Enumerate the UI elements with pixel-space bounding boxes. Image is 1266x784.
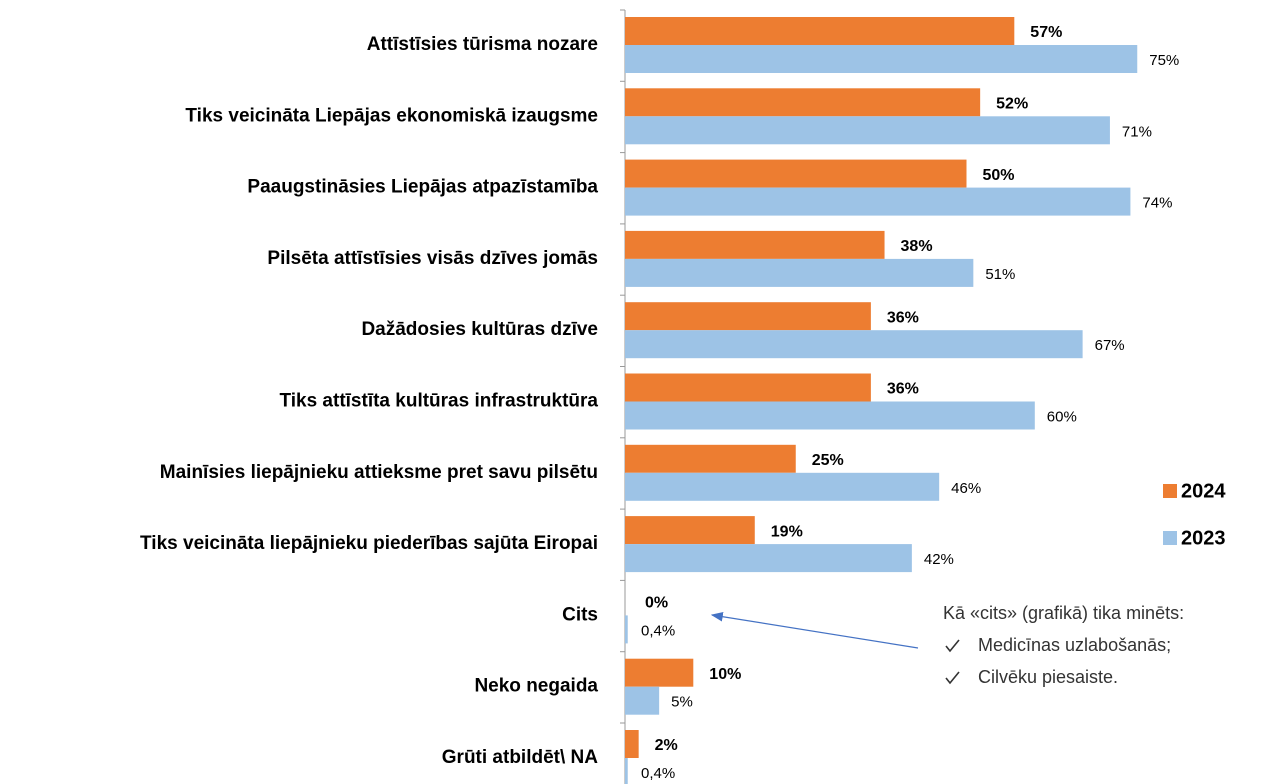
bar [625,686,660,715]
data-label: 5% [671,694,693,711]
data-label: 25% [812,452,844,469]
data-label: 75% [1149,52,1179,69]
data-label: 74% [1142,195,1172,212]
data-label: 0,4% [641,765,675,782]
data-label: 10% [709,666,741,683]
category-label: Dažādosies kultūras dzīve [361,319,598,340]
annotation-title: Kā «cits» (grafikā) tika minēts: [943,603,1184,623]
data-label: 51% [985,266,1015,283]
category-label: Tiks veicināta liepājnieku piederības sa… [140,533,598,554]
data-label: 38% [901,238,933,255]
data-label: 19% [771,523,803,540]
bar [625,230,885,259]
bar [625,45,1138,73]
data-label: 57% [1030,24,1062,41]
category-label: Tiks attīstīta kultūras infrastruktūra [279,391,598,412]
bar [625,758,628,784]
category-label: Neko negaida [474,676,598,697]
data-label: 46% [951,480,981,497]
bar [625,159,967,188]
annotation-item: Cilvēku piesaiste. [978,667,1118,687]
bar [625,330,1083,359]
bar [625,116,1110,145]
bar [625,444,796,473]
legend-swatch [1163,531,1177,545]
data-label: 60% [1047,408,1077,425]
legend-label: 2024 [1181,480,1226,502]
data-label: 50% [983,167,1015,184]
data-label: 0% [645,595,668,612]
bar [625,615,628,644]
check-icon [945,671,960,685]
bar [625,17,1015,45]
check-icon [945,639,960,653]
legend-swatch [1163,484,1177,498]
bar [625,373,871,402]
data-label: 52% [996,96,1028,113]
bar [625,472,940,501]
bar [625,302,871,331]
bar [625,187,1131,216]
category-label: Cits [562,604,598,625]
category-label: Paaugstināsies Liepājas atpazīstamība [247,177,598,198]
annotation-item: Medicīnas uzlabošanās; [978,635,1171,655]
data-label: 67% [1095,337,1125,354]
category-label: Mainīsies liepājnieku attieksme pret sav… [160,462,598,483]
bar [625,516,755,545]
bar [625,401,1035,430]
data-label: 42% [924,551,954,568]
category-label: Grūti atbildēt\ NA [442,747,599,768]
annotation-arrow [710,611,919,649]
data-label: 71% [1122,123,1152,140]
category-label: Attīstīsies tūrisma nozare [367,34,598,55]
category-label: Pilsēta attīstīsies visās dzīves jomās [267,248,598,269]
bar [625,730,639,758]
bar [625,658,694,687]
data-label: 2% [655,737,678,754]
bar [625,88,981,117]
legend-label: 2023 [1181,527,1226,549]
data-label: 0,4% [641,622,675,639]
category-label: Tiks veicināta Liepājas ekonomiskā izaug… [185,105,598,126]
bar [625,258,974,287]
data-label: 36% [887,381,919,398]
bar [625,544,912,573]
data-label: 36% [887,309,919,326]
